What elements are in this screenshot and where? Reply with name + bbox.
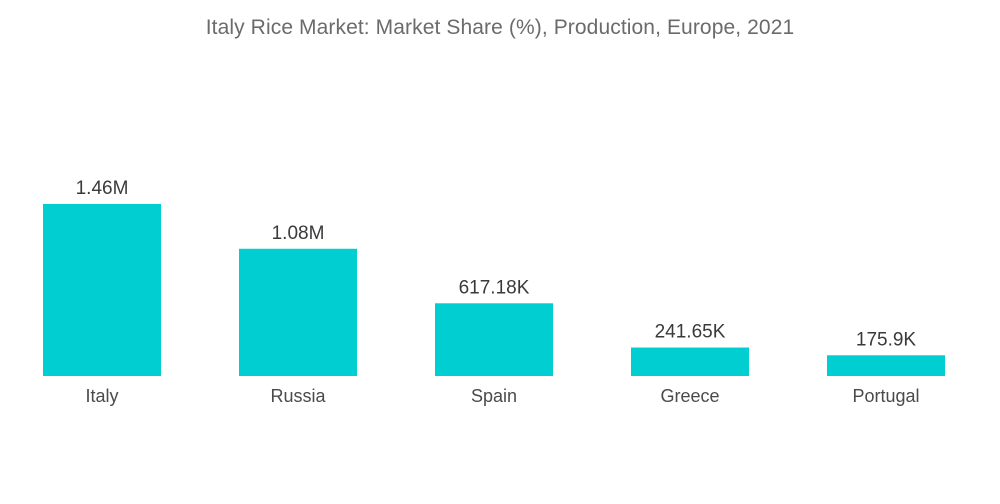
bar-portugal bbox=[827, 355, 945, 376]
bar-greece bbox=[631, 347, 749, 376]
data-label-portugal: 175.9K bbox=[856, 329, 917, 350]
chart-title: Italy Rice Market: Market Share (%), Pro… bbox=[205, 16, 795, 39]
x-tick-label-spain: Spain bbox=[471, 386, 517, 406]
data-label-greece: 241.65K bbox=[655, 322, 726, 343]
bar-russia bbox=[239, 248, 357, 376]
x-tick-label-italy: Italy bbox=[85, 386, 118, 406]
data-label-italy: 1.46M bbox=[76, 178, 129, 199]
data-label-spain: 617.18K bbox=[459, 277, 530, 298]
bar-italy bbox=[43, 204, 161, 376]
x-tick-label-portugal: Portugal bbox=[852, 386, 919, 406]
data-label-russia: 1.08M bbox=[272, 223, 325, 244]
x-tick-label-greece: Greece bbox=[660, 386, 719, 406]
bar-spain bbox=[435, 303, 553, 376]
x-tick-label-russia: Russia bbox=[270, 386, 326, 406]
